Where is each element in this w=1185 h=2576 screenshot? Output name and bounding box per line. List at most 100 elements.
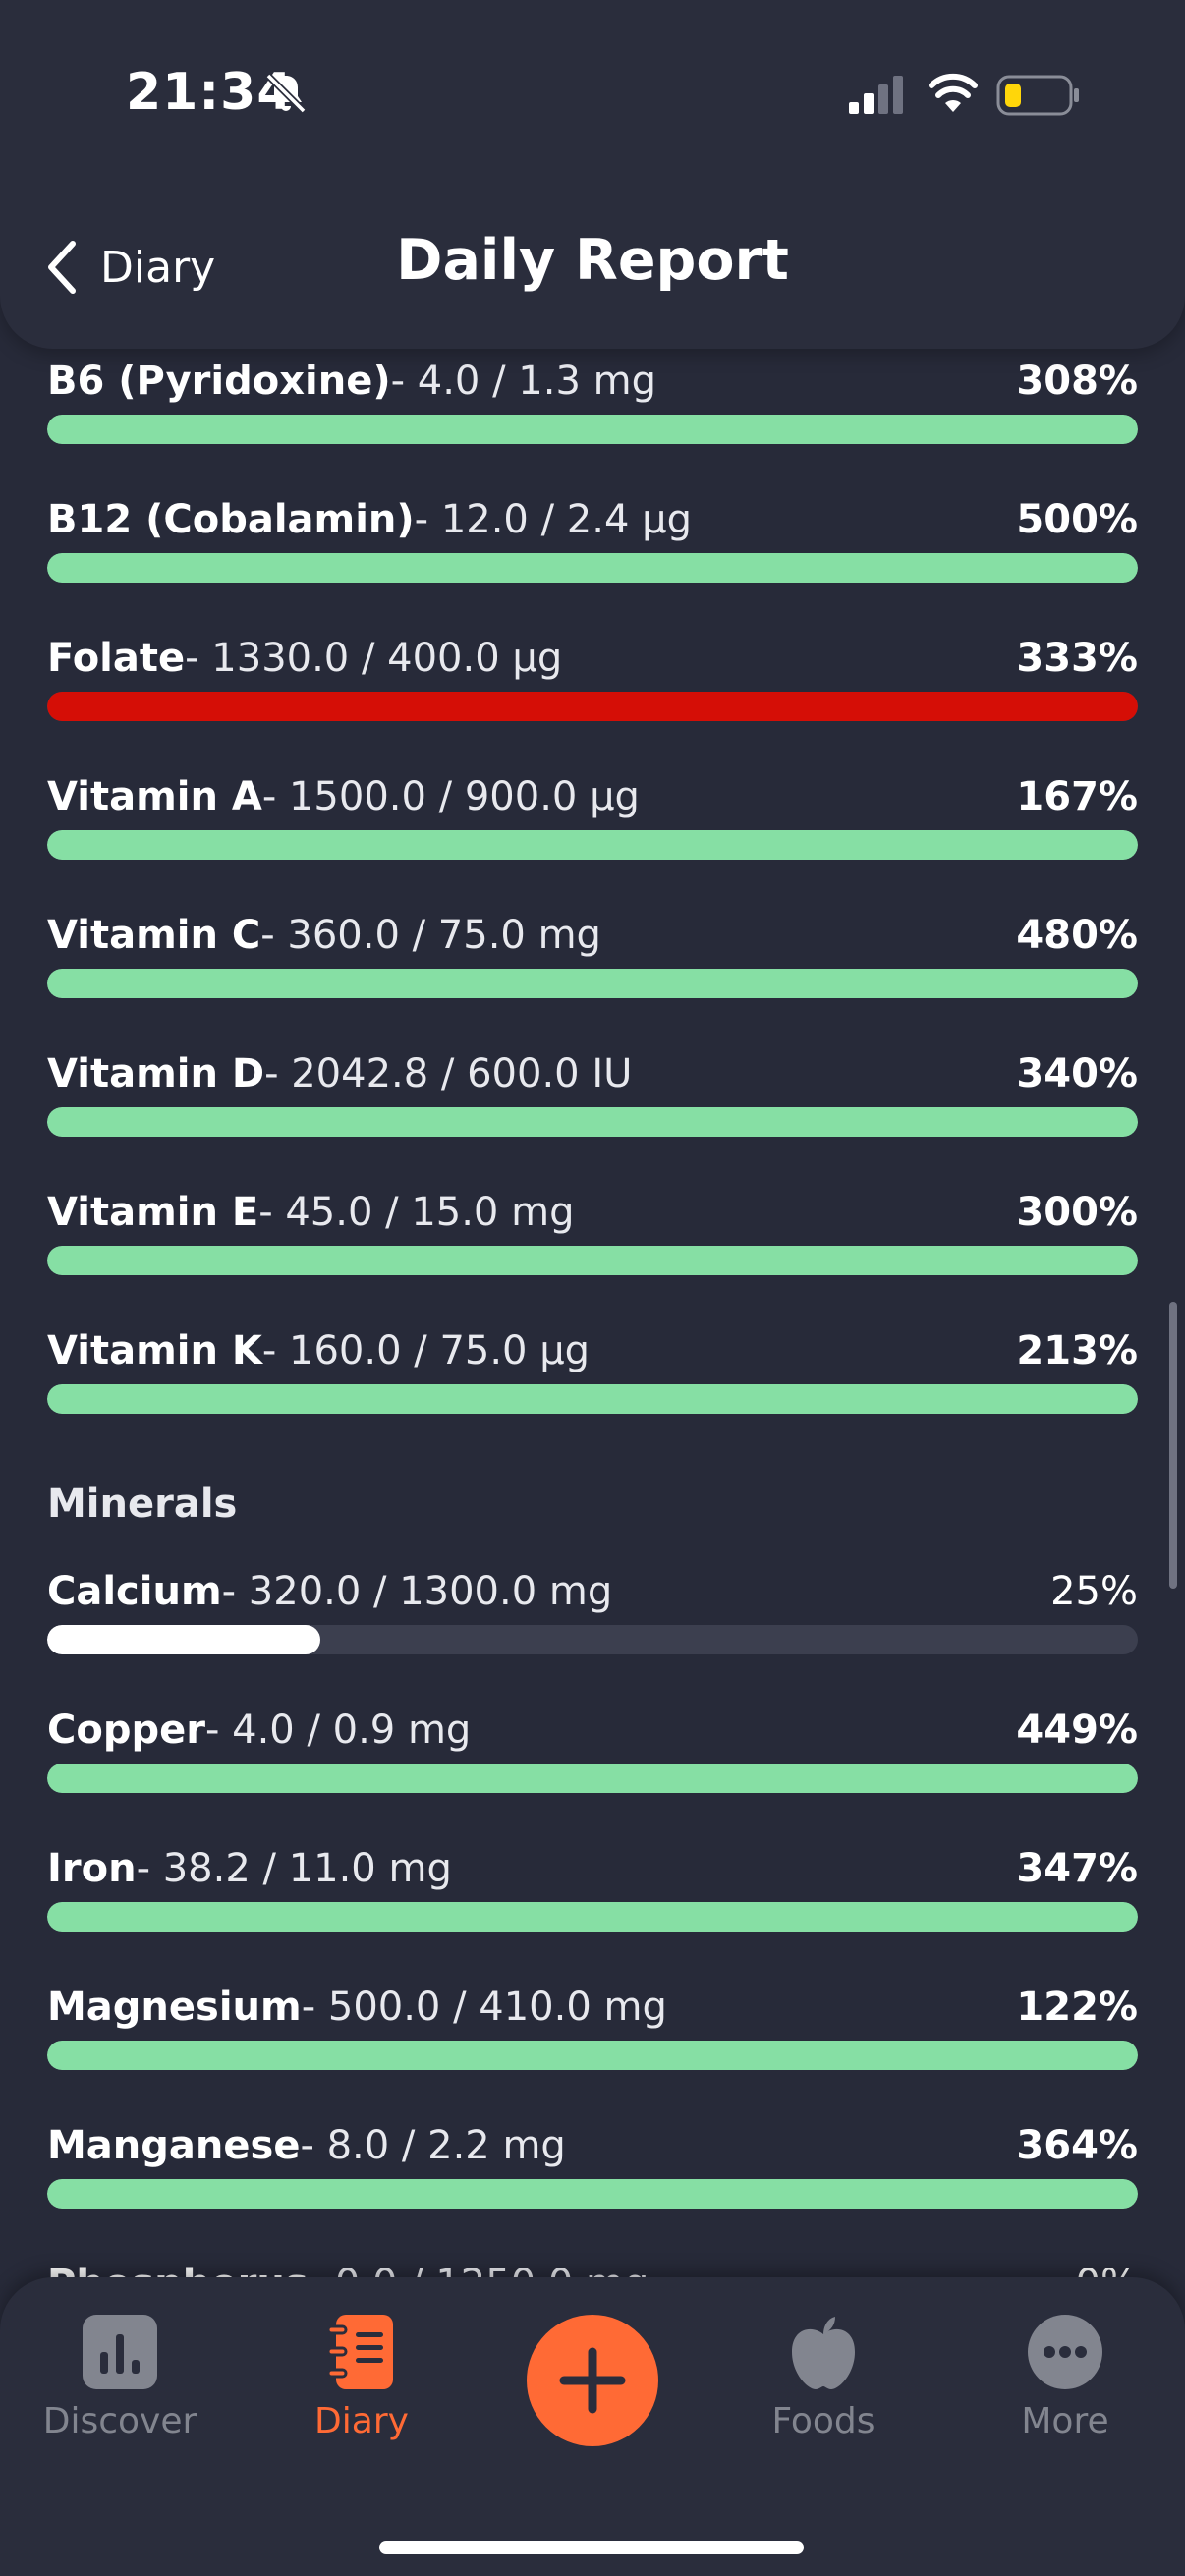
nutrient-name: Copper: [47, 1708, 205, 1753]
progress-fill: [47, 2179, 1138, 2209]
nutrient-name: Vitamin D: [47, 1051, 265, 1096]
add-button[interactable]: [527, 2315, 658, 2446]
tab-discover[interactable]: Discover: [22, 2313, 218, 2460]
nutrient-percent: 364%: [1016, 2123, 1138, 2168]
progress-track: [47, 1764, 1138, 1793]
nutrient-row[interactable]: Vitamin A- 1500.0 / 900.0 µg 167%: [47, 767, 1138, 875]
nutrient-label: Vitamin C- 360.0 / 75.0 mg 480%: [47, 906, 1138, 965]
chevron-left-icon: [48, 241, 76, 294]
tab-bar: Discover Diary Fo: [0, 2277, 1185, 2576]
nutrient-name: Manganese: [47, 2123, 301, 2168]
nutrient-percent: 300%: [1016, 1190, 1138, 1235]
nutrient-percent: 500%: [1016, 497, 1138, 542]
plus-icon: [559, 2347, 626, 2414]
tab-foods[interactable]: Foods: [725, 2313, 922, 2460]
nutrient-percent: 213%: [1016, 1328, 1138, 1373]
nutrient-amount: - 4.0 / 0.9 mg: [204, 1708, 472, 1753]
nutrient-name: B6 (Pyridoxine): [47, 359, 391, 404]
progress-track: [47, 1625, 1138, 1654]
progress-track: [47, 2179, 1138, 2209]
nutrient-percent: 122%: [1016, 1985, 1138, 2030]
bar-chart-icon: [83, 2315, 157, 2389]
nutrient-label: B6 (Pyridoxine)- 4.0 / 1.3 mg 308%: [47, 352, 1138, 411]
nutrient-label: Folate- 1330.0 / 400.0 µg 333%: [47, 629, 1138, 688]
nutrient-name: Folate: [47, 636, 186, 681]
nutrient-amount: - 500.0 / 410.0 mg: [301, 1985, 667, 2030]
nutrient-name: Vitamin A: [47, 774, 262, 819]
tab-label-discover: Discover: [42, 2401, 198, 2441]
scrollbar[interactable]: [1169, 1302, 1177, 1589]
nutrient-row[interactable]: Calcium- 320.0 / 1300.0 mg 25%: [47, 1562, 1138, 1670]
nutrient-row[interactable]: Copper- 4.0 / 0.9 mg 449%: [47, 1701, 1138, 1809]
nutrient-row[interactable]: Iron- 38.2 / 11.0 mg 347%: [47, 1839, 1138, 1947]
home-indicator: [379, 2541, 804, 2554]
nutrient-amount: - 2042.8 / 600.0 IU: [264, 1051, 633, 1096]
progress-track: [47, 415, 1138, 444]
nutrient-amount: - 160.0 / 75.0 µg: [261, 1328, 591, 1373]
nutrient-label: Copper- 4.0 / 0.9 mg 449%: [47, 1701, 1138, 1760]
nutrient-row[interactable]: Folate- 1330.0 / 400.0 µg 333%: [47, 629, 1138, 737]
progress-fill: [47, 1384, 1138, 1414]
nutrient-row[interactable]: B6 (Pyridoxine)- 4.0 / 1.3 mg 308%: [47, 352, 1138, 460]
nutrient-percent: 340%: [1016, 1051, 1138, 1096]
nutrient-amount: - 45.0 / 15.0 mg: [258, 1190, 575, 1235]
progress-fill: [47, 1107, 1138, 1137]
progress-track: [47, 1107, 1138, 1137]
nutrient-row[interactable]: Vitamin E- 45.0 / 15.0 mg 300%: [47, 1183, 1138, 1291]
nutrient-name: Magnesium: [47, 1985, 302, 2030]
nutrient-row[interactable]: Magnesium- 500.0 / 410.0 mg 122%: [47, 1978, 1138, 2086]
nutrient-label: Vitamin A- 1500.0 / 900.0 µg 167%: [47, 767, 1138, 826]
nutrient-percent: 308%: [1016, 359, 1138, 404]
nutrient-amount: - 1500.0 / 900.0 µg: [261, 774, 640, 819]
apple-icon: [792, 2317, 855, 2389]
progress-fill: [47, 1764, 1138, 1793]
nutrient-percent: 449%: [1016, 1708, 1138, 1753]
nutrient-row[interactable]: Vitamin D- 2042.8 / 600.0 IU 340%: [47, 1044, 1138, 1152]
header: 21:34 Diary Daily: [0, 0, 1185, 349]
progress-fill: [47, 830, 1138, 860]
tab-label-diary: Diary: [314, 2401, 409, 2441]
nutrient-percent: 480%: [1016, 913, 1138, 958]
progress-fill: [47, 1902, 1138, 1932]
notebook-icon: [326, 2315, 393, 2389]
nutrient-row[interactable]: B12 (Cobalamin)- 12.0 / 2.4 µg 500%: [47, 490, 1138, 598]
nutrient-name: B12 (Cobalamin): [47, 497, 415, 542]
tab-more[interactable]: More: [967, 2313, 1163, 2460]
nutrient-label: Manganese- 8.0 / 2.2 mg 364%: [47, 2116, 1138, 2175]
nutrient-label: B12 (Cobalamin)- 12.0 / 2.4 µg 500%: [47, 490, 1138, 549]
progress-fill: [47, 969, 1138, 998]
progress-fill: [47, 692, 1138, 721]
back-label: Diary: [100, 242, 216, 293]
nutrient-name: Calcium: [47, 1569, 222, 1614]
progress-track: [47, 1384, 1138, 1414]
progress-fill: [47, 2041, 1138, 2070]
back-button[interactable]: Diary: [43, 232, 215, 303]
nutrient-amount: - 8.0 / 2.2 mg: [300, 2123, 566, 2168]
tab-label-foods: Foods: [771, 2401, 875, 2441]
nutrient-amount: - 320.0 / 1300.0 mg: [221, 1569, 613, 1614]
nutrient-row[interactable]: Vitamin K- 160.0 / 75.0 µg 213%: [47, 1321, 1138, 1429]
ellipsis-icon: [1028, 2315, 1102, 2389]
progress-track: [47, 692, 1138, 721]
nutrient-label: Magnesium- 500.0 / 410.0 mg 122%: [47, 1978, 1138, 2037]
nutrient-name: Vitamin E: [47, 1190, 259, 1235]
tab-label-more: More: [1021, 2401, 1109, 2441]
nutrient-amount: - 4.0 / 1.3 mg: [390, 359, 656, 404]
nutrient-amount: - 360.0 / 75.0 mg: [260, 913, 601, 958]
nutrient-row[interactable]: Manganese- 8.0 / 2.2 mg 364%: [47, 2116, 1138, 2224]
bell-muted-icon: [265, 73, 307, 114]
progress-fill: [47, 415, 1138, 444]
tab-diary[interactable]: Diary: [263, 2313, 460, 2460]
cellular-signal-icon: [849, 76, 903, 114]
nutrient-row[interactable]: Vitamin C- 360.0 / 75.0 mg 480%: [47, 906, 1138, 1014]
nutrient-label: Iron- 38.2 / 11.0 mg 347%: [47, 1839, 1138, 1898]
nutrient-label: Calcium- 320.0 / 1300.0 mg 25%: [47, 1562, 1138, 1621]
status-time: 21:34: [126, 63, 294, 122]
nutrient-name: Vitamin C: [47, 913, 261, 958]
progress-track: [47, 1902, 1138, 1932]
section-title-minerals: Minerals: [47, 1482, 238, 1527]
progress-fill: [47, 1246, 1138, 1275]
progress-track: [47, 830, 1138, 860]
nutrient-name: Vitamin K: [47, 1328, 262, 1373]
nutrient-label: Vitamin E- 45.0 / 15.0 mg 300%: [47, 1183, 1138, 1242]
